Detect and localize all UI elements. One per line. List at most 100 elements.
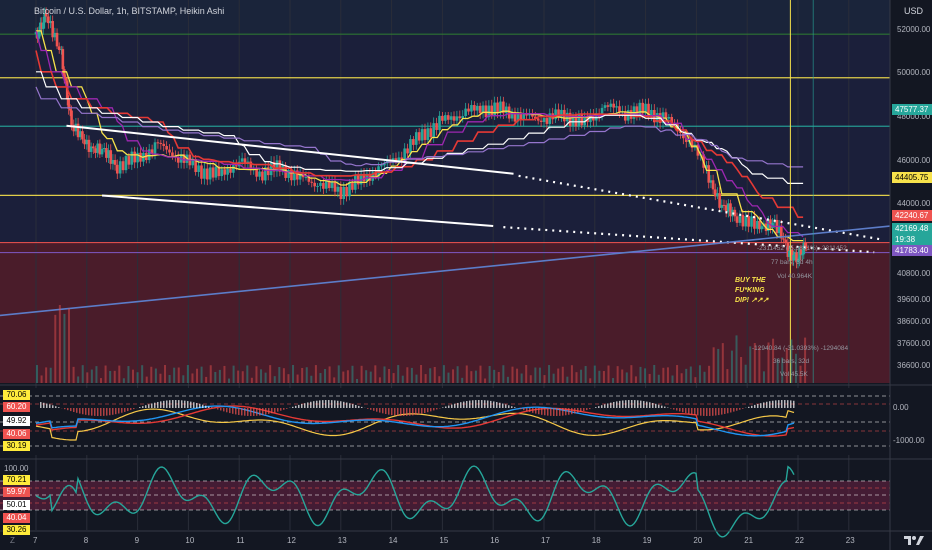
oscillator1-histogram-bar (538, 408, 540, 415)
candle-body (513, 111, 517, 122)
volume-bar (676, 365, 679, 383)
volume-bar (634, 376, 637, 383)
candle-body (786, 242, 790, 257)
volume-bar (95, 366, 98, 383)
volume-bar (136, 372, 139, 383)
oscillator1-histogram-bar (679, 408, 681, 412)
volume-bar (433, 366, 436, 383)
oscillator1-histogram-bar (340, 401, 342, 408)
red-zone-bg (0, 242, 890, 383)
measure-top-line3: Vol 40.964K (777, 273, 813, 280)
oscillator1-histogram-bar (724, 408, 726, 414)
oscillator1-histogram-bar (763, 402, 765, 408)
oscillator1-histogram-bar (547, 408, 549, 416)
candle-body (756, 220, 759, 229)
oscillator1-histogram-bar (124, 408, 126, 412)
candle-body (57, 46, 61, 50)
volume-bar (58, 305, 61, 383)
volume-bar (602, 371, 605, 383)
volume-bar (470, 371, 473, 383)
oscillator1-histogram-bar (256, 408, 258, 416)
oscillator1-histogram-bar (277, 408, 279, 412)
oscillator1-histogram-bar (772, 400, 774, 408)
oscillator1-histogram-bar (523, 408, 525, 411)
candle-body (470, 105, 473, 112)
measure-bottom-line1: -12940.84 (-31.0393%) -1294084 (752, 345, 849, 352)
oscillator1-histogram-bar (331, 400, 333, 408)
time-tick-label: 22 (795, 536, 804, 545)
oscillator1-histogram-bar (151, 403, 153, 408)
oscillator1-histogram-bar (349, 403, 351, 408)
volume-bar (653, 365, 656, 383)
oscillator1-histogram-bar (655, 403, 657, 408)
oscillator1-histogram-bar (508, 405, 510, 408)
candle-body (176, 157, 180, 163)
volume-bar (81, 365, 84, 383)
candle-body (793, 252, 797, 255)
oscillator1-histogram-bar (481, 400, 483, 408)
candle-body (777, 225, 781, 234)
tradingview-logo-icon[interactable] (903, 534, 925, 546)
oscillator1-histogram-bar (220, 408, 222, 411)
candle-body (159, 142, 163, 144)
candle-body (397, 157, 401, 161)
candle-body (345, 186, 348, 197)
volume-bar (429, 368, 432, 383)
ma-red-line (35, 50, 804, 218)
volume-bar (333, 377, 336, 383)
oscillator1-histogram-bar (298, 404, 300, 408)
volume-bar (250, 377, 253, 383)
oscillator1-histogram-bar (337, 400, 339, 408)
oscillator1-histogram-bar (697, 408, 699, 416)
oscillator1-histogram-bar (664, 406, 666, 408)
oscillator1-histogram-bar (550, 408, 552, 416)
candle-body (278, 160, 282, 172)
candle-body (557, 109, 560, 118)
oscillator1-tag: 49.92 (3, 416, 30, 426)
candle-body (682, 132, 685, 139)
oscillator1-histogram-bar (283, 408, 285, 410)
volume-bar (580, 369, 583, 383)
price-tick-label: 48000.00 (897, 112, 931, 121)
oscillator1-histogram-bar (190, 401, 192, 408)
oscillator1-histogram-bar (385, 408, 387, 415)
candle-body (234, 165, 238, 167)
volume-bar (154, 368, 157, 383)
candle-body (255, 168, 258, 177)
oscillator1-histogram-bar (157, 401, 159, 408)
volume-bar (548, 365, 551, 383)
zoom-button[interactable]: Z (10, 536, 15, 545)
volume-bar (77, 376, 80, 383)
oscillator1-histogram-bar (379, 408, 381, 413)
volume-bar (209, 365, 212, 383)
volume-bar (241, 371, 244, 383)
oscillator1-histogram-bar (226, 408, 228, 413)
candle-body (336, 186, 340, 192)
oscillator1-histogram-bar (427, 408, 429, 413)
candle-body (531, 114, 534, 117)
volume-bar (346, 370, 349, 383)
volume-bar (264, 372, 267, 383)
volume-bar (301, 367, 304, 383)
oscillator1-histogram-bar (265, 408, 267, 415)
volume-bar (735, 335, 738, 383)
volume-bar (511, 366, 514, 383)
candle-body (64, 78, 68, 81)
candle-body (319, 182, 322, 186)
candle-body (792, 254, 795, 261)
volume-bar (173, 367, 176, 383)
oscillator1-histogram-bar (685, 408, 687, 414)
candle-body (799, 249, 803, 255)
oscillator1-histogram-bar (604, 404, 606, 408)
oscillator1-histogram-bar (223, 408, 225, 412)
volume-bar (100, 378, 103, 383)
oscillator1-histogram-bar (682, 408, 684, 413)
candle-body (85, 139, 89, 145)
oscillator1-histogram-bar (607, 403, 609, 408)
candle-body (374, 172, 377, 177)
volume-bar (86, 372, 89, 383)
candle-body (644, 103, 647, 114)
currency-label: USD (904, 6, 924, 16)
oscillator1-histogram-bar (100, 408, 102, 416)
